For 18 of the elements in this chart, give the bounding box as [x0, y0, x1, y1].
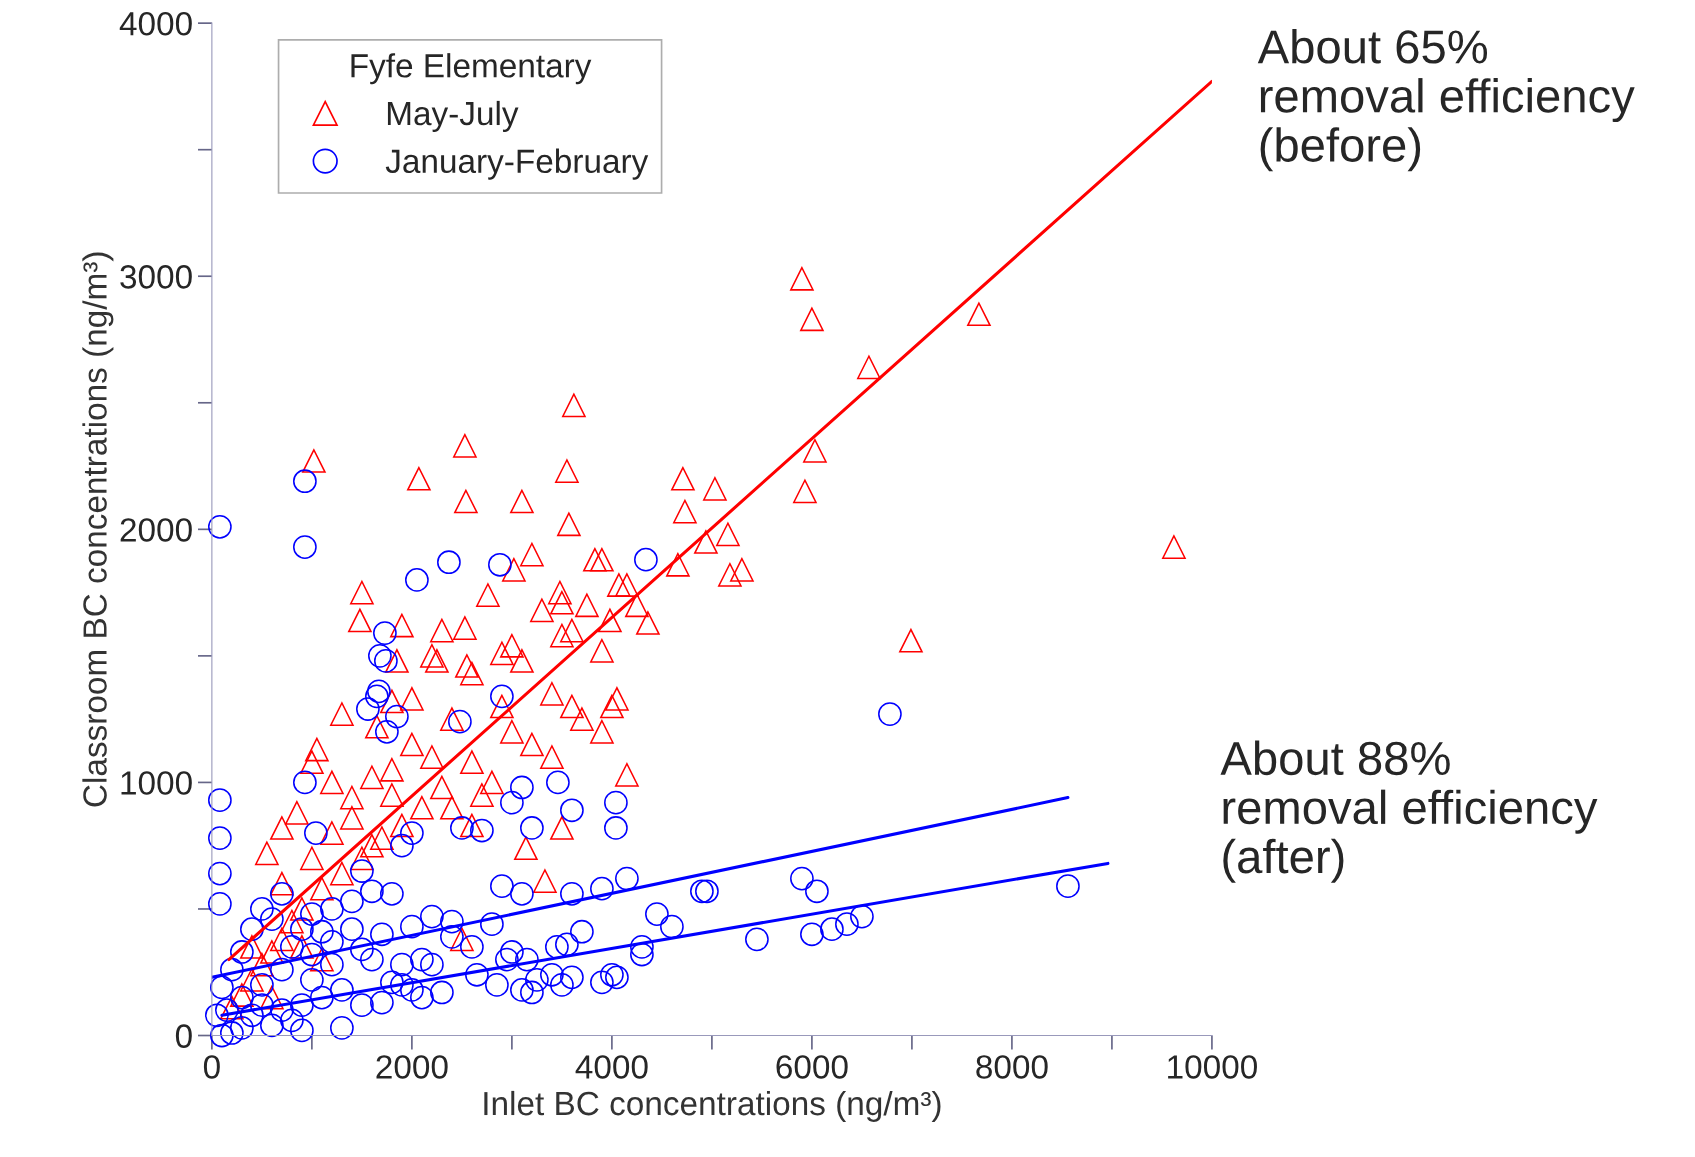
x-tick-label: 10000 [1168, 1055, 1257, 1079]
x-tick-label: 2000 [376, 1055, 448, 1079]
y-tick-label: 3000 [120, 265, 192, 289]
x-axis-title: Inlet BC concentrations (ng/m³) [484, 1090, 941, 1122]
legend-label: January-February [385, 148, 649, 180]
text: About 65% removal efficiency (before) [1257, 28, 1635, 172]
x-tick-label: 0 [203, 1055, 220, 1079]
y-tick-label: 1000 [121, 771, 192, 795]
legend-title: Fyfe Elementary [351, 53, 592, 85]
y-tick-label: 2000 [120, 518, 192, 542]
legend-label: May-July [387, 100, 519, 132]
y-axis-title: Classroom BC concentrations (ng/m³) [82, 252, 114, 807]
x-tick-label: 4000 [575, 1055, 648, 1079]
x-tick-label: 6000 [776, 1055, 848, 1079]
x-tick-label: 8000 [976, 1055, 1048, 1079]
y-tick-label: 4000 [119, 11, 192, 36]
y-tick-label: 0 [175, 1024, 192, 1048]
text: About 88% removal efficiency (after) [1220, 740, 1598, 883]
